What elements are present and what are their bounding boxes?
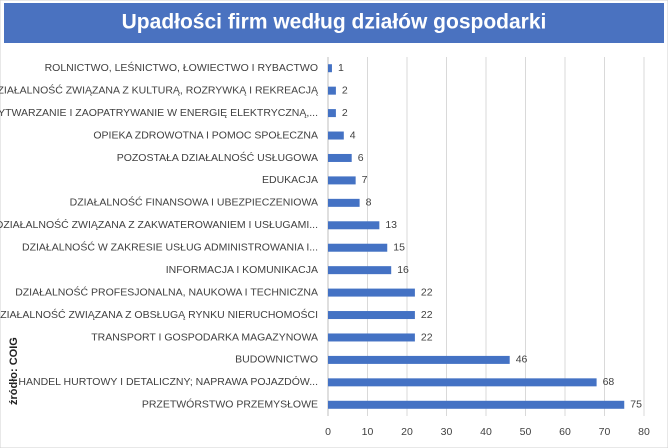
bar [328,311,415,320]
value-label: 2 [342,84,348,96]
y-tick-label: INFORMACJA I KOMUNIKACJA [166,264,318,276]
y-tick-label: POZOSTAŁA DZIAŁALNOŚĆ USŁUGOWA [117,151,318,164]
y-tick-label: DZIAŁALNOŚĆ ZWIĄZANA Z KULTURĄ, ROZRYWKĄ… [0,83,319,96]
bar [328,378,597,387]
bar [328,243,388,252]
chart-title: Upadłości firm według działów gospodarki [122,11,547,34]
bar [328,400,625,409]
y-tick-label: OPIEKA ZDROWOTNA I POMOC SPOŁECZNA [93,129,318,141]
value-label: 22 [421,286,433,298]
value-label: 6 [358,152,364,164]
bar [328,221,380,230]
bar [328,86,336,95]
value-label: 22 [421,331,433,343]
y-tick-label: EDUKACJA [262,174,318,186]
x-tick-label: 0 [325,426,331,438]
x-tick-label: 40 [480,426,492,438]
x-tick-label: 80 [638,426,650,438]
value-label: 1 [338,62,344,74]
value-label: 7 [362,174,368,186]
bar [328,153,352,162]
value-label: 75 [630,399,642,411]
value-label: 2 [342,107,348,119]
value-label: 46 [516,354,528,366]
x-tick-label: 30 [441,426,453,438]
x-tick-label: 70 [599,426,611,438]
y-tick-label: PRZETWÓRSTWO PRZEMYSŁOWE [142,398,318,411]
x-tick-label: 20 [401,426,413,438]
value-label: 16 [397,264,409,276]
bar [328,176,356,185]
y-tick-label: DZIAŁALNOŚĆ ZWIĄZANA Z OBSŁUGĄ RYNKU NIE… [0,308,318,321]
y-tick-label: ROLNICTWO, LEŚNICTWO, ŁOWIECTWO I RYBACT… [45,61,318,74]
value-label: 68 [603,376,615,388]
bar [328,266,392,275]
bar [328,355,510,364]
value-label: 15 [393,242,405,254]
bar [328,109,336,118]
bar [328,131,344,140]
x-tick-label: 10 [362,426,374,438]
bar [328,64,332,73]
value-label: 8 [366,197,372,209]
bar [328,333,415,342]
y-tick-label: TRANSPORT I GOSPODARKA MAGAZYNOWA [91,331,318,343]
y-tick-label: HANDEL HURTOWY I DETALICZNY; NAPRAWA POJ… [18,375,318,388]
value-label: 13 [385,219,397,231]
y-tick-label: DZIAŁALNOŚĆ W ZAKRESIE USŁUG ADMINISTROW… [22,241,318,254]
value-label: 22 [421,309,433,321]
y-tick-label: DZIAŁALNOŚĆ ZWIĄZANA Z ZAKWATEROWANIEM I… [0,218,318,231]
y-tick-label: WYTWARZANIE I ZAOPATRYWANIE W ENERGIĘ EL… [0,107,318,119]
x-tick-label: 60 [559,426,571,438]
y-tick-label: BUDOWNICTWO [235,354,318,366]
y-tick-label: DZIAŁALNOŚĆ PROFESJONALNA, NAUKOWA I TEC… [15,285,318,298]
bar [328,198,360,207]
y-tick-label: DZIAŁALNOŚĆ FINANSOWA I UBEZPIECZENIOWA [70,196,318,209]
bar [328,288,415,297]
source: źródło: COIG [8,337,20,405]
x-tick-label: 50 [520,426,532,438]
title-banner [4,3,664,43]
value-label: 4 [350,129,356,141]
